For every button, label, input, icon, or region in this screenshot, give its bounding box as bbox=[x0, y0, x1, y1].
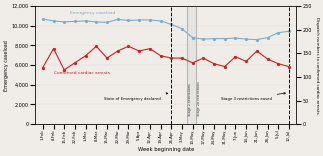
Y-axis label: Dispatch numbers to confirmed cardiac arrests: Dispatch numbers to confirmed cardiac ar… bbox=[315, 17, 319, 113]
X-axis label: Week beginning date: Week beginning date bbox=[138, 147, 194, 152]
Text: Confirmed cardiac arrests: Confirmed cardiac arrests bbox=[54, 71, 109, 75]
Text: State of Emergency declared: State of Emergency declared bbox=[104, 93, 168, 101]
Bar bbox=[187, 6, 196, 124]
Text: Stage 2 restrictions: Stage 2 restrictions bbox=[188, 83, 193, 116]
Y-axis label: Emergency caseload: Emergency caseload bbox=[4, 40, 9, 91]
Text: Stage 2a restrictions: Stage 2a restrictions bbox=[197, 81, 201, 116]
Text: Emergency caseload: Emergency caseload bbox=[69, 11, 115, 15]
Text: Stage 3 restrictions eased: Stage 3 restrictions eased bbox=[221, 93, 286, 101]
